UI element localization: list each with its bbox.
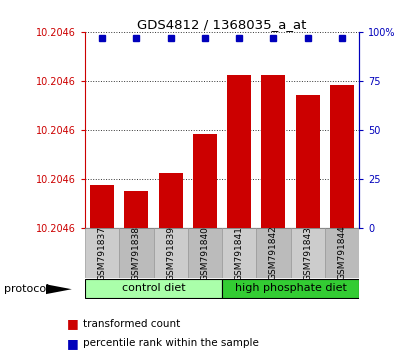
Bar (256, 228, 290, 278)
Bar (325, 228, 359, 278)
Bar (154, 228, 188, 278)
Text: GSM791844: GSM791844 (337, 226, 347, 280)
Bar (261, 75, 286, 228)
Bar (227, 75, 251, 228)
Text: GSM791839: GSM791839 (166, 225, 175, 281)
Text: percentile rank within the sample: percentile rank within the sample (83, 338, 259, 348)
Text: GSM791841: GSM791841 (234, 225, 244, 281)
Text: ■: ■ (66, 337, 78, 350)
Title: GDS4812 / 1368035_a_at: GDS4812 / 1368035_a_at (137, 18, 307, 31)
Bar (85, 228, 120, 278)
Bar (330, 85, 354, 228)
Text: transformed count: transformed count (83, 319, 180, 329)
Bar (124, 191, 149, 228)
Text: ■: ■ (66, 318, 78, 330)
Bar (188, 228, 222, 278)
Bar (193, 134, 217, 228)
Bar (90, 185, 114, 228)
Bar (85, 279, 222, 298)
Text: GSM791837: GSM791837 (98, 225, 107, 281)
Bar (120, 228, 154, 278)
Bar (290, 228, 325, 278)
Bar (222, 279, 359, 298)
Text: GSM791843: GSM791843 (303, 225, 312, 281)
Text: GSM791842: GSM791842 (269, 226, 278, 280)
Polygon shape (46, 284, 72, 294)
Text: GSM791838: GSM791838 (132, 225, 141, 281)
Text: GSM791840: GSM791840 (200, 225, 210, 281)
Bar (159, 173, 183, 228)
Text: protocol: protocol (4, 284, 49, 294)
Text: high phosphate diet: high phosphate diet (234, 283, 347, 293)
Bar (295, 95, 320, 228)
Text: control diet: control diet (122, 283, 186, 293)
Bar (222, 228, 256, 278)
